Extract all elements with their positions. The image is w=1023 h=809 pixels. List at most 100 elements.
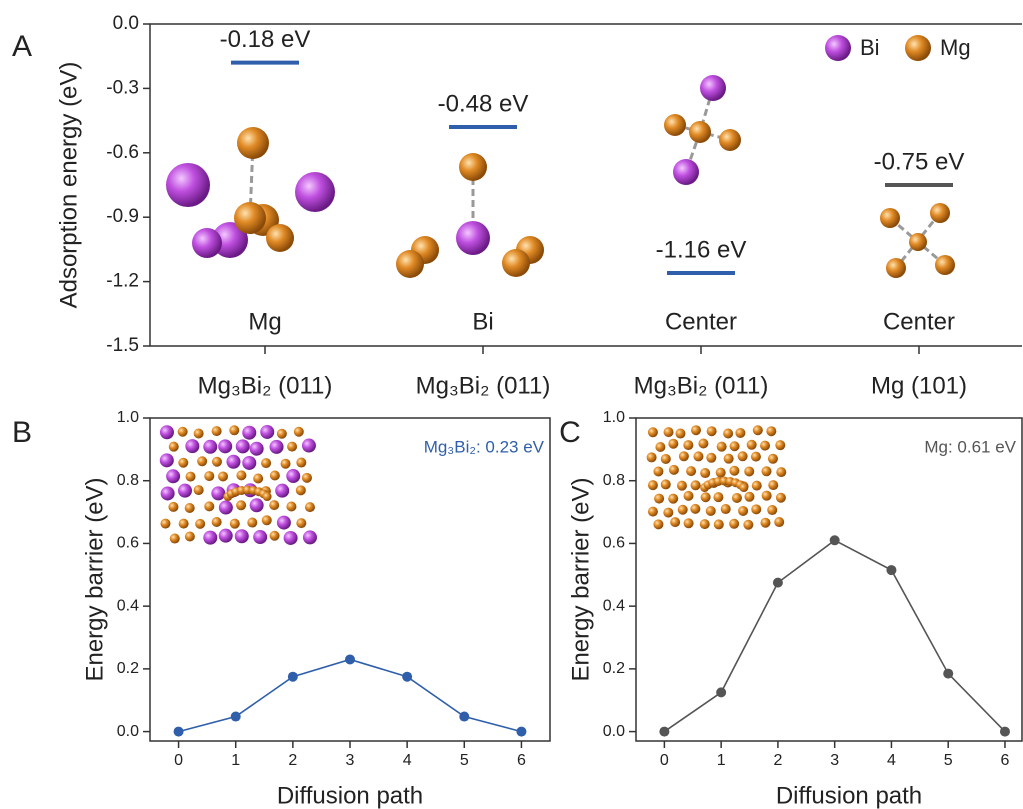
data-point bbox=[829, 535, 840, 546]
bi-atom bbox=[249, 498, 264, 513]
site-label: Bi bbox=[472, 308, 493, 335]
y-tick-label: 0.4 bbox=[117, 597, 139, 614]
mg-atom bbox=[266, 224, 294, 252]
mg-atom bbox=[737, 451, 748, 462]
mg-atom bbox=[731, 492, 742, 503]
mg-atom bbox=[185, 471, 196, 482]
bi-atom bbox=[456, 221, 490, 255]
mg-atom bbox=[760, 517, 771, 528]
mg-atom bbox=[229, 425, 240, 436]
y-tick-label: -1.5 bbox=[106, 335, 139, 356]
series-line bbox=[178, 658, 522, 733]
y-axis-title: Energy barrier (eV) bbox=[81, 477, 108, 681]
mg-atom bbox=[735, 427, 746, 438]
data-point bbox=[659, 726, 670, 737]
y-tick-label: -1.2 bbox=[106, 271, 139, 292]
y-tick-label: -0.3 bbox=[106, 77, 139, 98]
bi-atom bbox=[218, 439, 233, 454]
mg-atom bbox=[197, 456, 208, 467]
mg-atom bbox=[761, 490, 772, 501]
mg-atom bbox=[276, 428, 287, 439]
data-point bbox=[999, 726, 1010, 737]
mg-atom bbox=[459, 153, 487, 181]
site-label: Center bbox=[665, 308, 737, 335]
mg-atom bbox=[647, 506, 658, 517]
mg-atom bbox=[211, 426, 222, 437]
bi-atom bbox=[218, 528, 233, 543]
mg-atom bbox=[776, 467, 787, 478]
mg-atom bbox=[766, 426, 777, 437]
mg-atom bbox=[699, 519, 710, 530]
x-tick-label: Mg (101) bbox=[871, 372, 967, 399]
site-label: Mg bbox=[248, 308, 281, 335]
y-tick-label: 0.6 bbox=[117, 535, 139, 552]
data-point bbox=[516, 726, 527, 737]
mg-atom bbox=[269, 530, 280, 541]
bi-atom bbox=[249, 441, 264, 456]
bi-atom bbox=[260, 424, 275, 439]
bi-atom bbox=[160, 486, 175, 501]
mg-atom bbox=[247, 517, 258, 528]
data-point bbox=[173, 726, 184, 737]
data-point bbox=[402, 671, 413, 682]
mg-atom bbox=[178, 457, 189, 468]
mg-atom bbox=[293, 426, 304, 437]
mg-atom bbox=[774, 517, 785, 528]
mg-atom bbox=[654, 493, 665, 504]
mg-atom bbox=[886, 258, 906, 278]
x-tick-label: 2 bbox=[288, 752, 297, 769]
mg-atom bbox=[761, 466, 772, 477]
bi-atom bbox=[203, 439, 218, 454]
bi-atom bbox=[242, 425, 257, 440]
x-tick-label: 1 bbox=[231, 752, 240, 769]
y-tick-label: 0.0 bbox=[113, 13, 139, 34]
mg-atom bbox=[655, 442, 666, 453]
data-point bbox=[287, 671, 298, 682]
mg-atom bbox=[204, 471, 215, 482]
mg-atom bbox=[287, 441, 298, 452]
bi-atom bbox=[283, 530, 298, 545]
x-tick-label: Mg₃Bi₂ (011) bbox=[198, 372, 333, 399]
y-tick-label: -0.6 bbox=[106, 142, 139, 163]
mg-atom bbox=[304, 502, 315, 513]
mg-atom bbox=[729, 441, 740, 452]
mg-atom bbox=[723, 453, 734, 464]
mg-atom bbox=[693, 451, 704, 462]
y-tick-label: 1.0 bbox=[603, 409, 625, 426]
path-atom bbox=[262, 492, 272, 502]
bi-atom bbox=[301, 438, 316, 453]
mg-atom bbox=[715, 467, 726, 478]
mg-atom bbox=[253, 473, 264, 484]
mg-atom bbox=[729, 518, 740, 529]
bi-atom bbox=[275, 483, 290, 498]
mg-atom bbox=[396, 250, 424, 278]
y-tick-label: 0.2 bbox=[117, 660, 139, 677]
mg-atom bbox=[660, 453, 671, 464]
mg-atom bbox=[738, 505, 749, 516]
mg-atom bbox=[683, 490, 694, 501]
bi-atom bbox=[302, 530, 317, 545]
mg-atom bbox=[195, 518, 206, 529]
mg-atom bbox=[752, 425, 763, 436]
bi-atom bbox=[700, 75, 726, 101]
mg-atom bbox=[184, 503, 195, 514]
mg-atom bbox=[729, 465, 740, 476]
mg-atom bbox=[261, 515, 272, 526]
bi-atom bbox=[286, 469, 301, 484]
mg-atom bbox=[935, 255, 955, 275]
mg-atom bbox=[760, 440, 771, 451]
mg-atom bbox=[296, 518, 307, 529]
mg-atom bbox=[706, 452, 717, 463]
mg-atom bbox=[689, 121, 711, 143]
mg-atom bbox=[663, 507, 674, 518]
x-tick-label: 0 bbox=[660, 752, 669, 769]
y-tick-label: 0.6 bbox=[603, 535, 625, 552]
mg-atom bbox=[675, 428, 686, 439]
bi-atom bbox=[242, 455, 257, 470]
x-axis-title: Diffusion path bbox=[277, 782, 423, 809]
y-tick-label: 0.0 bbox=[117, 723, 139, 740]
mg-atom bbox=[211, 456, 222, 467]
y-axis-title: Energy barrier (eV) bbox=[567, 477, 594, 681]
x-tick-label: 1 bbox=[717, 752, 726, 769]
mg-atom bbox=[296, 457, 307, 468]
